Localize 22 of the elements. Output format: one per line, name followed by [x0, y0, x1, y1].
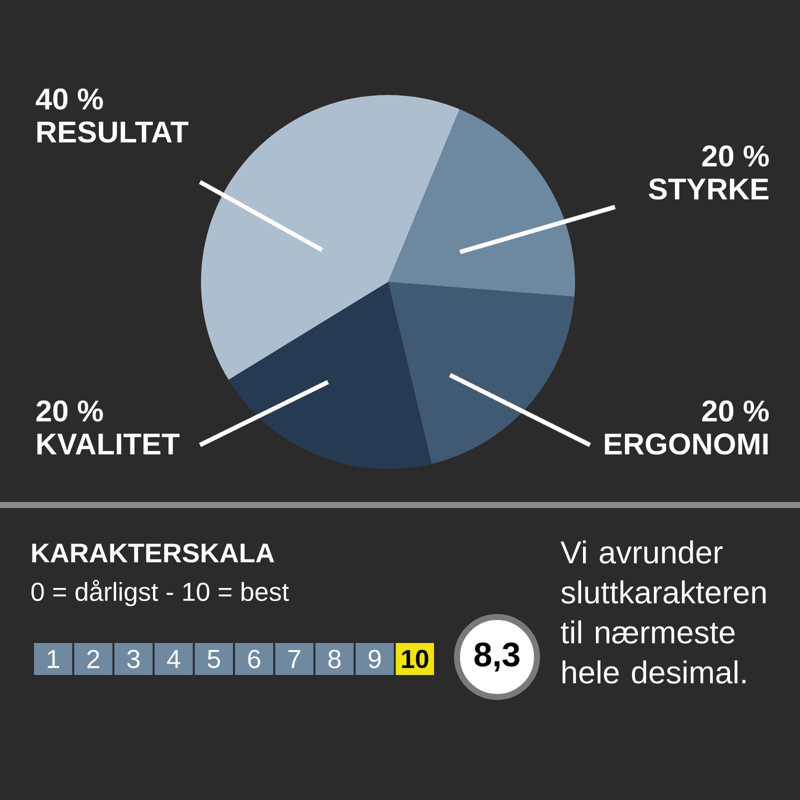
text: 8,3	[474, 642, 520, 672]
text: 9	[368, 650, 381, 668]
text: 4	[167, 650, 180, 668]
slice-label: RESULTAT	[37, 121, 188, 143]
text: 5	[208, 650, 220, 668]
text: 7	[288, 650, 300, 668]
data-label: 20 %	[702, 145, 769, 167]
text: KARAKTERSKALA	[32, 543, 274, 563]
text: 10	[402, 650, 428, 668]
slice-label: ERGONOMI	[604, 433, 768, 455]
text: 1	[48, 650, 60, 668]
slice-label: STYRKE	[648, 178, 768, 200]
data-label: 20 %	[36, 400, 103, 422]
text: 3	[127, 650, 140, 668]
slice-label: KVALITET	[37, 434, 180, 454]
data-label: 40 %	[36, 88, 103, 110]
data-label: 20 %	[702, 400, 769, 422]
text: 2	[87, 650, 100, 668]
text: 8	[328, 650, 341, 668]
text: Vi avrunder sluttkarakteren til nærmeste hele desimal.	[560, 540, 766, 684]
text: 0 = dårligst - 10 = best	[31, 580, 289, 606]
text: 6	[248, 650, 260, 668]
